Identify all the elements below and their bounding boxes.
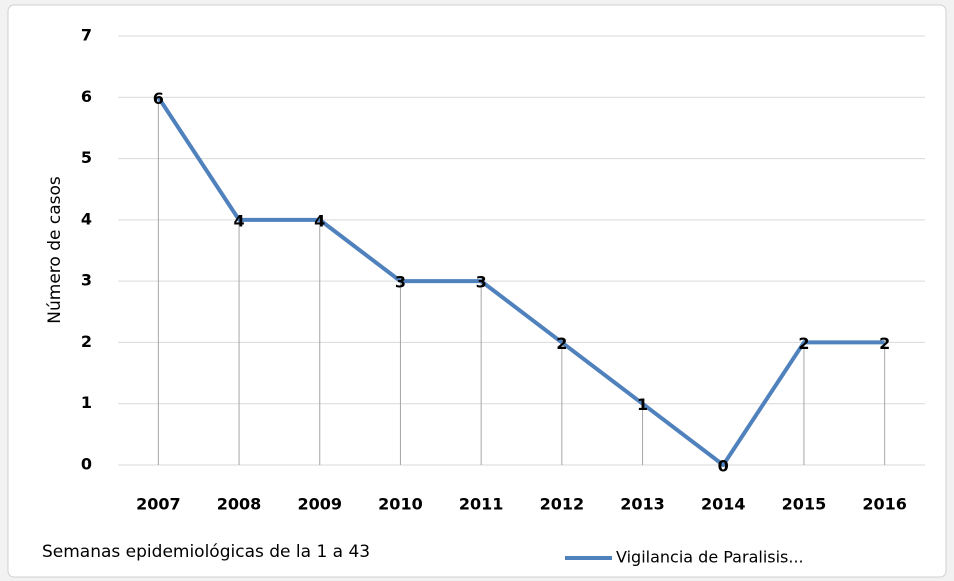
data-label: 4 bbox=[314, 211, 325, 230]
x-tick-label: 2015 bbox=[782, 495, 827, 514]
x-tick-label: 2007 bbox=[136, 495, 181, 514]
series-line bbox=[156, 96, 885, 467]
data-label: 0 bbox=[718, 457, 729, 476]
x-tick-label: 2011 bbox=[459, 495, 504, 514]
x-tick-label: 2014 bbox=[701, 495, 746, 514]
chart-panel bbox=[7, 4, 947, 578]
x-tick-label: 2010 bbox=[378, 495, 423, 514]
y-axis-label: Número de casos bbox=[45, 176, 65, 324]
data-label: 2 bbox=[879, 334, 890, 353]
data-label: 3 bbox=[395, 273, 406, 292]
y-tick-label: 7 bbox=[81, 26, 92, 45]
data-label: 6 bbox=[153, 89, 164, 108]
x-tick-label: 2012 bbox=[540, 495, 585, 514]
y-tick-label: 4 bbox=[81, 209, 92, 228]
y-tick-label: 0 bbox=[81, 455, 92, 474]
data-label: 2 bbox=[556, 334, 567, 353]
x-tick-label: 2009 bbox=[297, 495, 342, 514]
x-tick-label: 2008 bbox=[217, 495, 262, 514]
y-tick-label: 1 bbox=[81, 393, 92, 412]
data-label: 4 bbox=[233, 211, 244, 230]
x-tick-label: 2013 bbox=[620, 495, 665, 514]
y-tick-label: 6 bbox=[81, 87, 92, 106]
data-label: 3 bbox=[476, 273, 487, 292]
legend-label: Vigilancia de Paralisis... bbox=[616, 548, 804, 567]
x-axis-label: Semanas epidemiológicas de la 1 a 43 bbox=[42, 542, 370, 562]
data-label: 2 bbox=[798, 334, 809, 353]
y-tick-label: 3 bbox=[81, 271, 92, 290]
y-tick-label: 2 bbox=[81, 332, 92, 351]
data-label: 1 bbox=[637, 395, 648, 414]
x-tick-label: 2016 bbox=[862, 495, 907, 514]
y-tick-label: 5 bbox=[81, 148, 92, 167]
